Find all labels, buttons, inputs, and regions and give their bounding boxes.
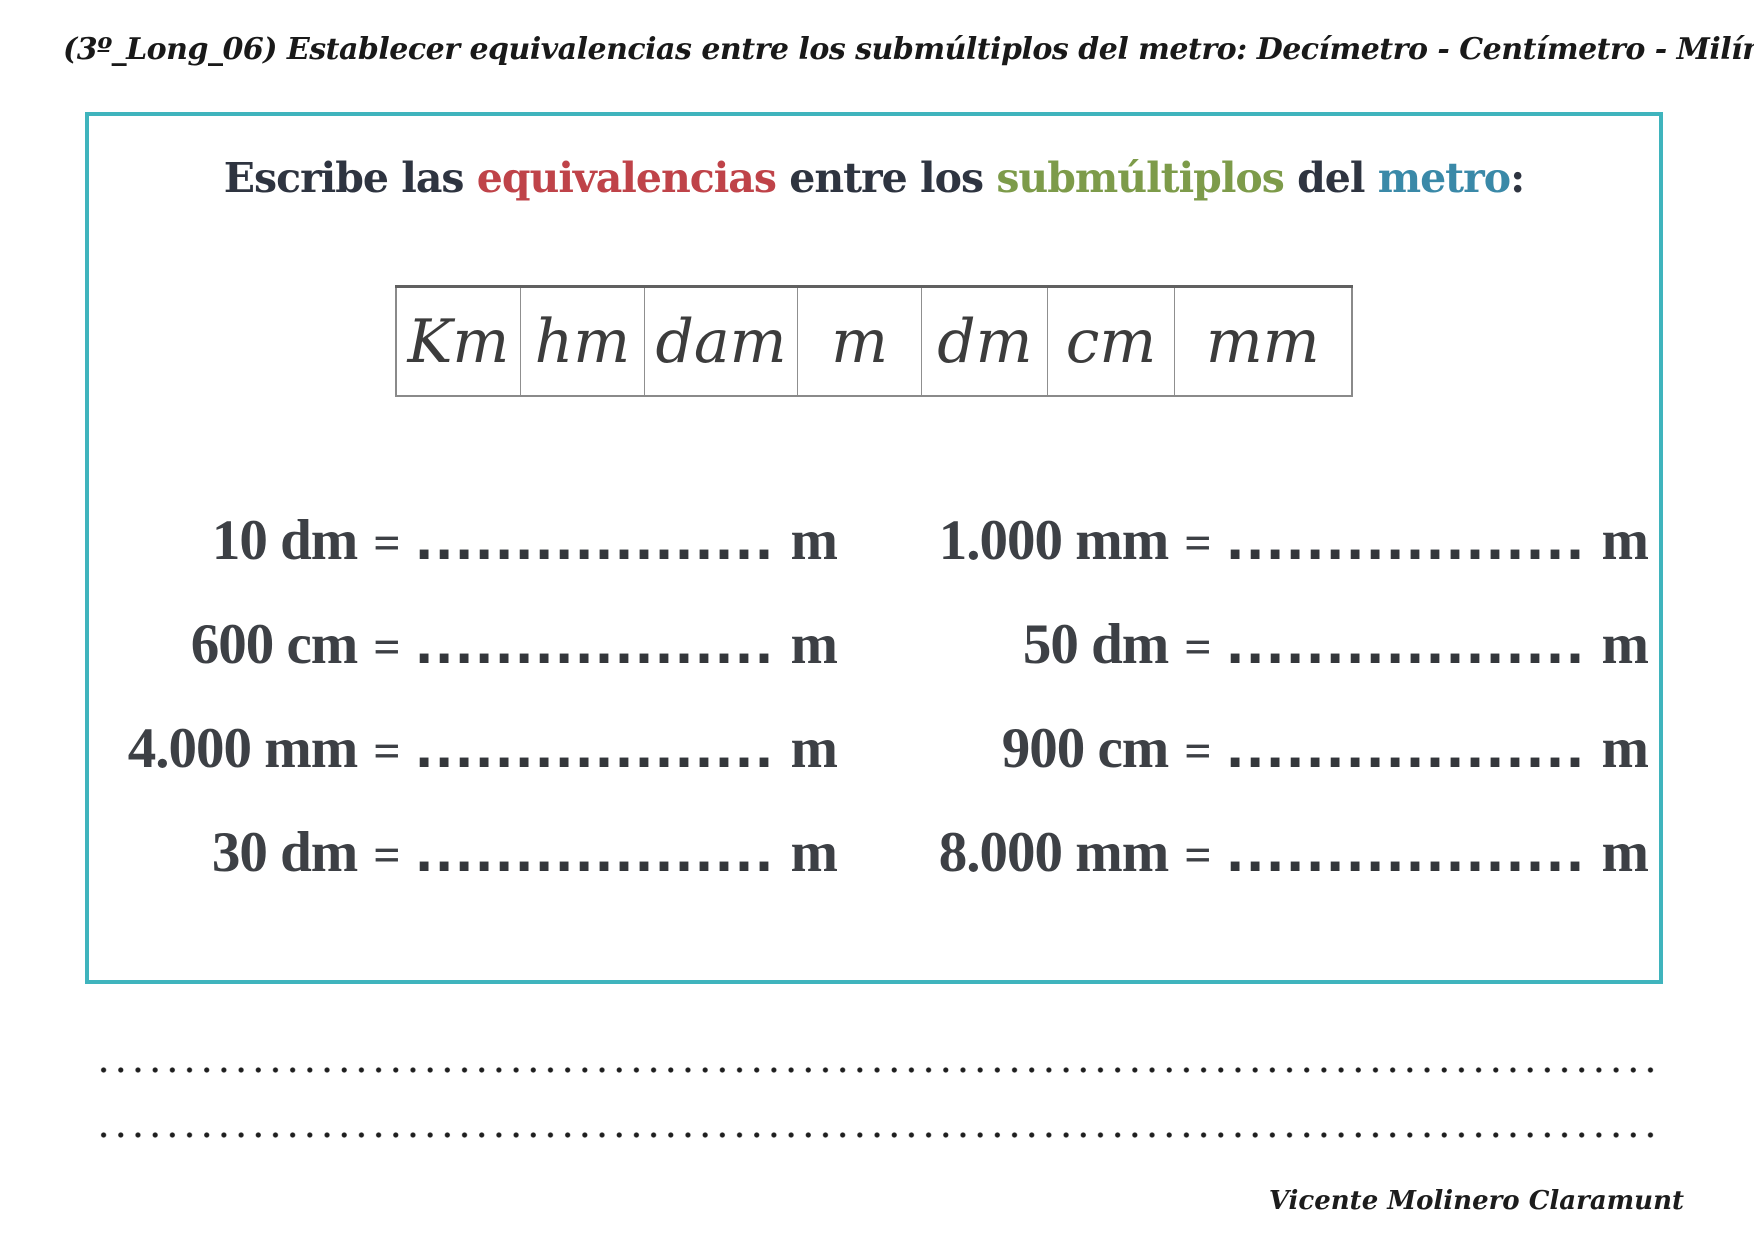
exercise-unit: m: [1601, 821, 1649, 884]
title-part-submultiplos: submúltiplos: [996, 154, 1285, 202]
equals-sign: =: [373, 621, 401, 674]
writing-line: [95, 1131, 1660, 1139]
exercise-unit: m: [1601, 613, 1649, 676]
exercise-quantity: 8.000 mm: [938, 821, 1169, 884]
exercise-row: 600 cm = .................. m: [89, 612, 838, 716]
unit-cell-dam: dam: [644, 286, 798, 397]
worksheet-title: Escribe las equivalencias entre los subm…: [89, 154, 1659, 202]
title-part-plain: entre los: [775, 154, 997, 202]
answer-blank: ..................: [1225, 513, 1586, 571]
exercise-row: 4.000 mm = .................. m: [89, 716, 838, 820]
exercise-row: 8.000 mm = .................. m: [874, 820, 1649, 924]
exercise-row: 900 cm = .................. m: [874, 716, 1649, 820]
equals-sign: =: [1184, 517, 1212, 570]
answer-blank: ..................: [414, 513, 775, 571]
answer-blank: ..................: [1225, 825, 1586, 883]
unit-cell-mm: mm: [1173, 286, 1353, 397]
equals-sign: =: [1184, 621, 1212, 674]
exercise-quantity: 4.000 mm: [127, 717, 358, 780]
equals-sign: =: [373, 725, 401, 778]
exercise-quantity: 900 cm: [1001, 717, 1170, 780]
title-part-metro: metro: [1377, 154, 1511, 202]
unit-cell-m: m: [796, 286, 923, 397]
exercise-unit: m: [1601, 509, 1649, 572]
exercise-unit: m: [790, 509, 838, 572]
exercise-unit: m: [790, 717, 838, 780]
exercise-quantity: 10 dm: [211, 509, 358, 572]
worksheet-frame: Escribe las equivalencias entre los subm…: [85, 112, 1663, 984]
title-part-plain: Escribe las: [223, 154, 477, 202]
exercise-row: 50 dm = .................. m: [874, 612, 1649, 716]
exercise-unit: m: [1601, 717, 1649, 780]
units-table-row: Km hm dam m dm cm mm: [395, 286, 1353, 397]
metric-units-table: Km hm dam m dm cm mm: [395, 285, 1353, 397]
answer-blank: ..................: [414, 721, 775, 779]
worksheet-code-header: (3º_Long_06) Establecer equivalencias en…: [63, 32, 1754, 67]
unit-cell-cm: cm: [1047, 286, 1175, 397]
author-signature: Vicente Molinero Claramunt: [1268, 1186, 1684, 1216]
exercise-quantity: 1.000 mm: [938, 509, 1169, 572]
title-part-plain: del: [1283, 154, 1378, 202]
exercise-quantity: 600 cm: [190, 613, 359, 676]
equals-sign: =: [373, 517, 401, 570]
exercise-row: 10 dm = .................. m: [89, 508, 838, 612]
title-part-colon: :: [1510, 154, 1525, 202]
exercise-row: 1.000 mm = .................. m: [874, 508, 1649, 612]
exercise-unit: m: [790, 821, 838, 884]
unit-cell-hm: hm: [519, 286, 646, 397]
exercise-quantity: 50 dm: [1022, 613, 1169, 676]
equals-sign: =: [1184, 829, 1212, 882]
answer-blank: ..................: [1225, 617, 1586, 675]
equals-sign: =: [1184, 725, 1212, 778]
unit-cell-km: Km: [395, 286, 521, 397]
exercise-quantity: 30 dm: [211, 821, 358, 884]
exercises-grid: 10 dm = .................. m 600 cm = ..…: [89, 508, 1659, 924]
title-part-equivalencias: equivalencias: [476, 154, 777, 202]
exercise-row: 30 dm = .................. m: [89, 820, 838, 924]
exercise-unit: m: [790, 613, 838, 676]
unit-cell-dm: dm: [921, 286, 1049, 397]
equals-sign: =: [373, 829, 401, 882]
exercises-left-column: 10 dm = .................. m 600 cm = ..…: [89, 508, 874, 924]
writing-line: [95, 1066, 1660, 1074]
answer-blank: ..................: [414, 825, 775, 883]
answer-blank: ..................: [1225, 721, 1586, 779]
answer-blank: ..................: [414, 617, 775, 675]
exercises-right-column: 1.000 mm = .................. m 50 dm = …: [874, 508, 1659, 924]
